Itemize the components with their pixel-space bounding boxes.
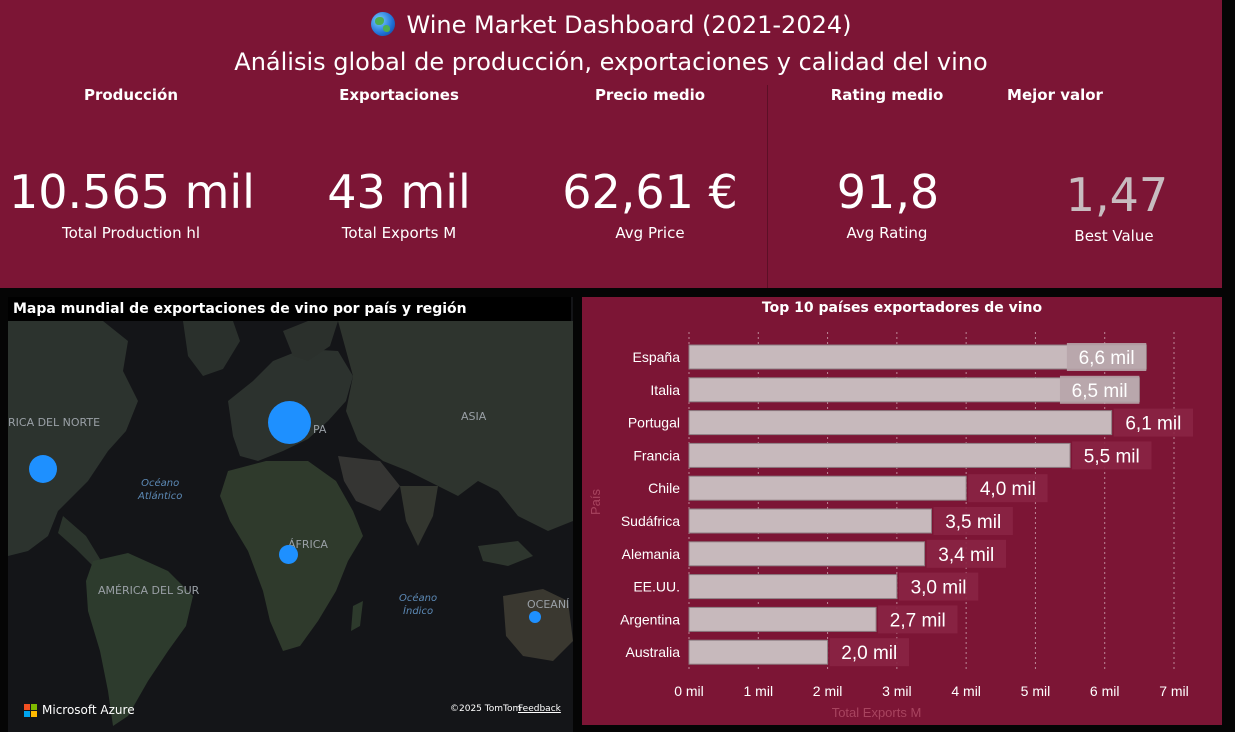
data-label-bg [926, 539, 1006, 568]
bar[interactable] [688, 639, 829, 665]
x-axis-title: Total Exports M [832, 705, 922, 720]
category-label: Italia [650, 382, 680, 398]
category-label: Chile [648, 480, 680, 496]
x-tick-label: 4 mil [951, 683, 981, 699]
world-map[interactable] [8, 321, 573, 732]
map-title-bar: Mapa mundial de exportaciones de vino po… [8, 297, 571, 321]
bar[interactable] [688, 606, 877, 632]
microsoft-logo-icon [24, 703, 37, 717]
x-tick-label: 2 mil [813, 683, 843, 699]
map-feedback-link[interactable]: Feedback [518, 704, 561, 714]
map-title: Mapa mundial de exportaciones de vino po… [13, 301, 467, 317]
category-label: Francia [633, 447, 680, 463]
data-label: 4,0 mil [980, 479, 1036, 500]
page-title-text: Wine Market Dashboard (2021-2024) [406, 11, 852, 39]
kpi-rating-label: Rating medio [830, 86, 944, 104]
page-title: Wine Market Dashboard (2021-2024) [0, 10, 1222, 40]
kpi-divider [767, 85, 768, 288]
data-label: 6,6 mil [1079, 348, 1135, 369]
data-label-bg [1113, 408, 1194, 437]
kpi-production-sub: Total Production hl [61, 224, 201, 242]
map-label-indian: Océano Índico [399, 593, 438, 617]
map-label-south-america: AMÉRICA DEL SUR [98, 584, 200, 597]
kpi-exports-label: Exportaciones [339, 86, 459, 104]
x-tick-label: 6 mil [1090, 683, 1120, 699]
bar[interactable] [688, 541, 926, 567]
category-label: Portugal [628, 415, 680, 431]
data-label-bg [968, 474, 1048, 503]
data-label: 2,0 mil [841, 643, 897, 664]
kpi-price-value[interactable]: 62,61 € [562, 165, 738, 219]
map-bubble-oceania[interactable] [529, 611, 541, 623]
data-label: 6,5 mil [1072, 381, 1128, 402]
x-tick-label: 0 mil [674, 683, 704, 699]
data-label-bg [933, 507, 1013, 535]
map-copyright: ©2025 TomTom [450, 704, 522, 714]
x-tick-label: 7 mil [1159, 683, 1189, 699]
kpi-price-label: Precio medio [594, 86, 706, 104]
kpi-production-label: Producción [83, 86, 179, 104]
map-label-oceania: OCEANÍ [527, 598, 570, 611]
provider-label: Microsoft Azure [42, 703, 135, 717]
category-label: Alemania [622, 546, 681, 562]
world-map-panel[interactable]: Mapa mundial de exportaciones de vino po… [8, 297, 573, 732]
data-label: 3,0 mil [911, 578, 967, 599]
data-label-bg [898, 572, 979, 601]
x-tick-label: 1 mil [744, 683, 774, 699]
map-label-north-america: RICA DEL NORTE [8, 416, 101, 429]
map-bubble-usa[interactable] [29, 455, 57, 483]
y-axis-title: País [588, 488, 603, 515]
data-label-bg [829, 638, 909, 667]
x-tick-label: 5 mil [1021, 683, 1051, 699]
kpi-best-value-label: Mejor valor [1007, 86, 1103, 104]
kpi-best-value-value[interactable]: 1,47 [1065, 168, 1169, 222]
kpi-rating-sub: Avg Rating [846, 224, 928, 242]
bar[interactable] [688, 574, 898, 600]
bar[interactable] [688, 508, 932, 534]
category-label: Sudáfrica [621, 513, 680, 529]
kpi-exports-value[interactable]: 43 mil [327, 165, 471, 219]
category-label: Australia [626, 644, 681, 660]
kpi-price-sub: Avg Price [615, 224, 685, 242]
dashboard-header: Wine Market Dashboard (2021-2024) Anális… [0, 0, 1222, 288]
kpi-exports-sub: Total Exports M [341, 224, 457, 242]
map-bubble-europe[interactable] [268, 401, 311, 444]
category-label: Argentina [620, 611, 680, 627]
data-label: 2,7 mil [890, 610, 946, 631]
category-label: EE.UU. [633, 579, 680, 595]
map-bubble-africa[interactable] [279, 545, 298, 564]
category-label: España [633, 349, 681, 365]
bar[interactable] [688, 410, 1113, 436]
chart-title: Top 10 países exportadores de vino [761, 300, 1043, 316]
data-label: 6,1 mil [1125, 414, 1181, 435]
map-label-asia: ASIA [461, 410, 487, 423]
data-label: 5,5 mil [1084, 446, 1140, 467]
bar[interactable] [688, 442, 1071, 468]
data-label-bg [878, 605, 958, 634]
kpi-production-value[interactable]: 10.565 mil [9, 165, 255, 219]
microsoft-azure-logo: Microsoft Azure [24, 703, 135, 717]
data-label: 3,5 mil [945, 512, 1001, 533]
bar[interactable] [688, 475, 967, 501]
map-label-europe: PA [313, 423, 327, 436]
data-label-bg [1059, 375, 1140, 404]
data-label-bg [1066, 343, 1147, 371]
map-label-africa: ÁFRICA [288, 538, 328, 551]
kpi-rating-value[interactable]: 91,8 [836, 165, 940, 219]
kpi-best-value-sub: Best Value [1074, 227, 1154, 245]
x-tick-label: 3 mil [882, 683, 912, 699]
data-label: 3,4 mil [938, 545, 994, 566]
page-subtitle: Análisis global de producción, exportaci… [234, 48, 988, 76]
top-exporters-bar-chart[interactable]: 0 mil 1 mil 2 mil 3 mil 4 mil 5 mil 6 mil 7 mil… [582, 297, 1222, 725]
map-label-atlantic: Océano Atlántico [138, 478, 183, 502]
data-label-bg [1072, 441, 1152, 470]
globe-icon [370, 12, 395, 36]
top-exporters-chart-panel: Top 10 países exportadores de vino 0 mil… [582, 297, 1222, 725]
